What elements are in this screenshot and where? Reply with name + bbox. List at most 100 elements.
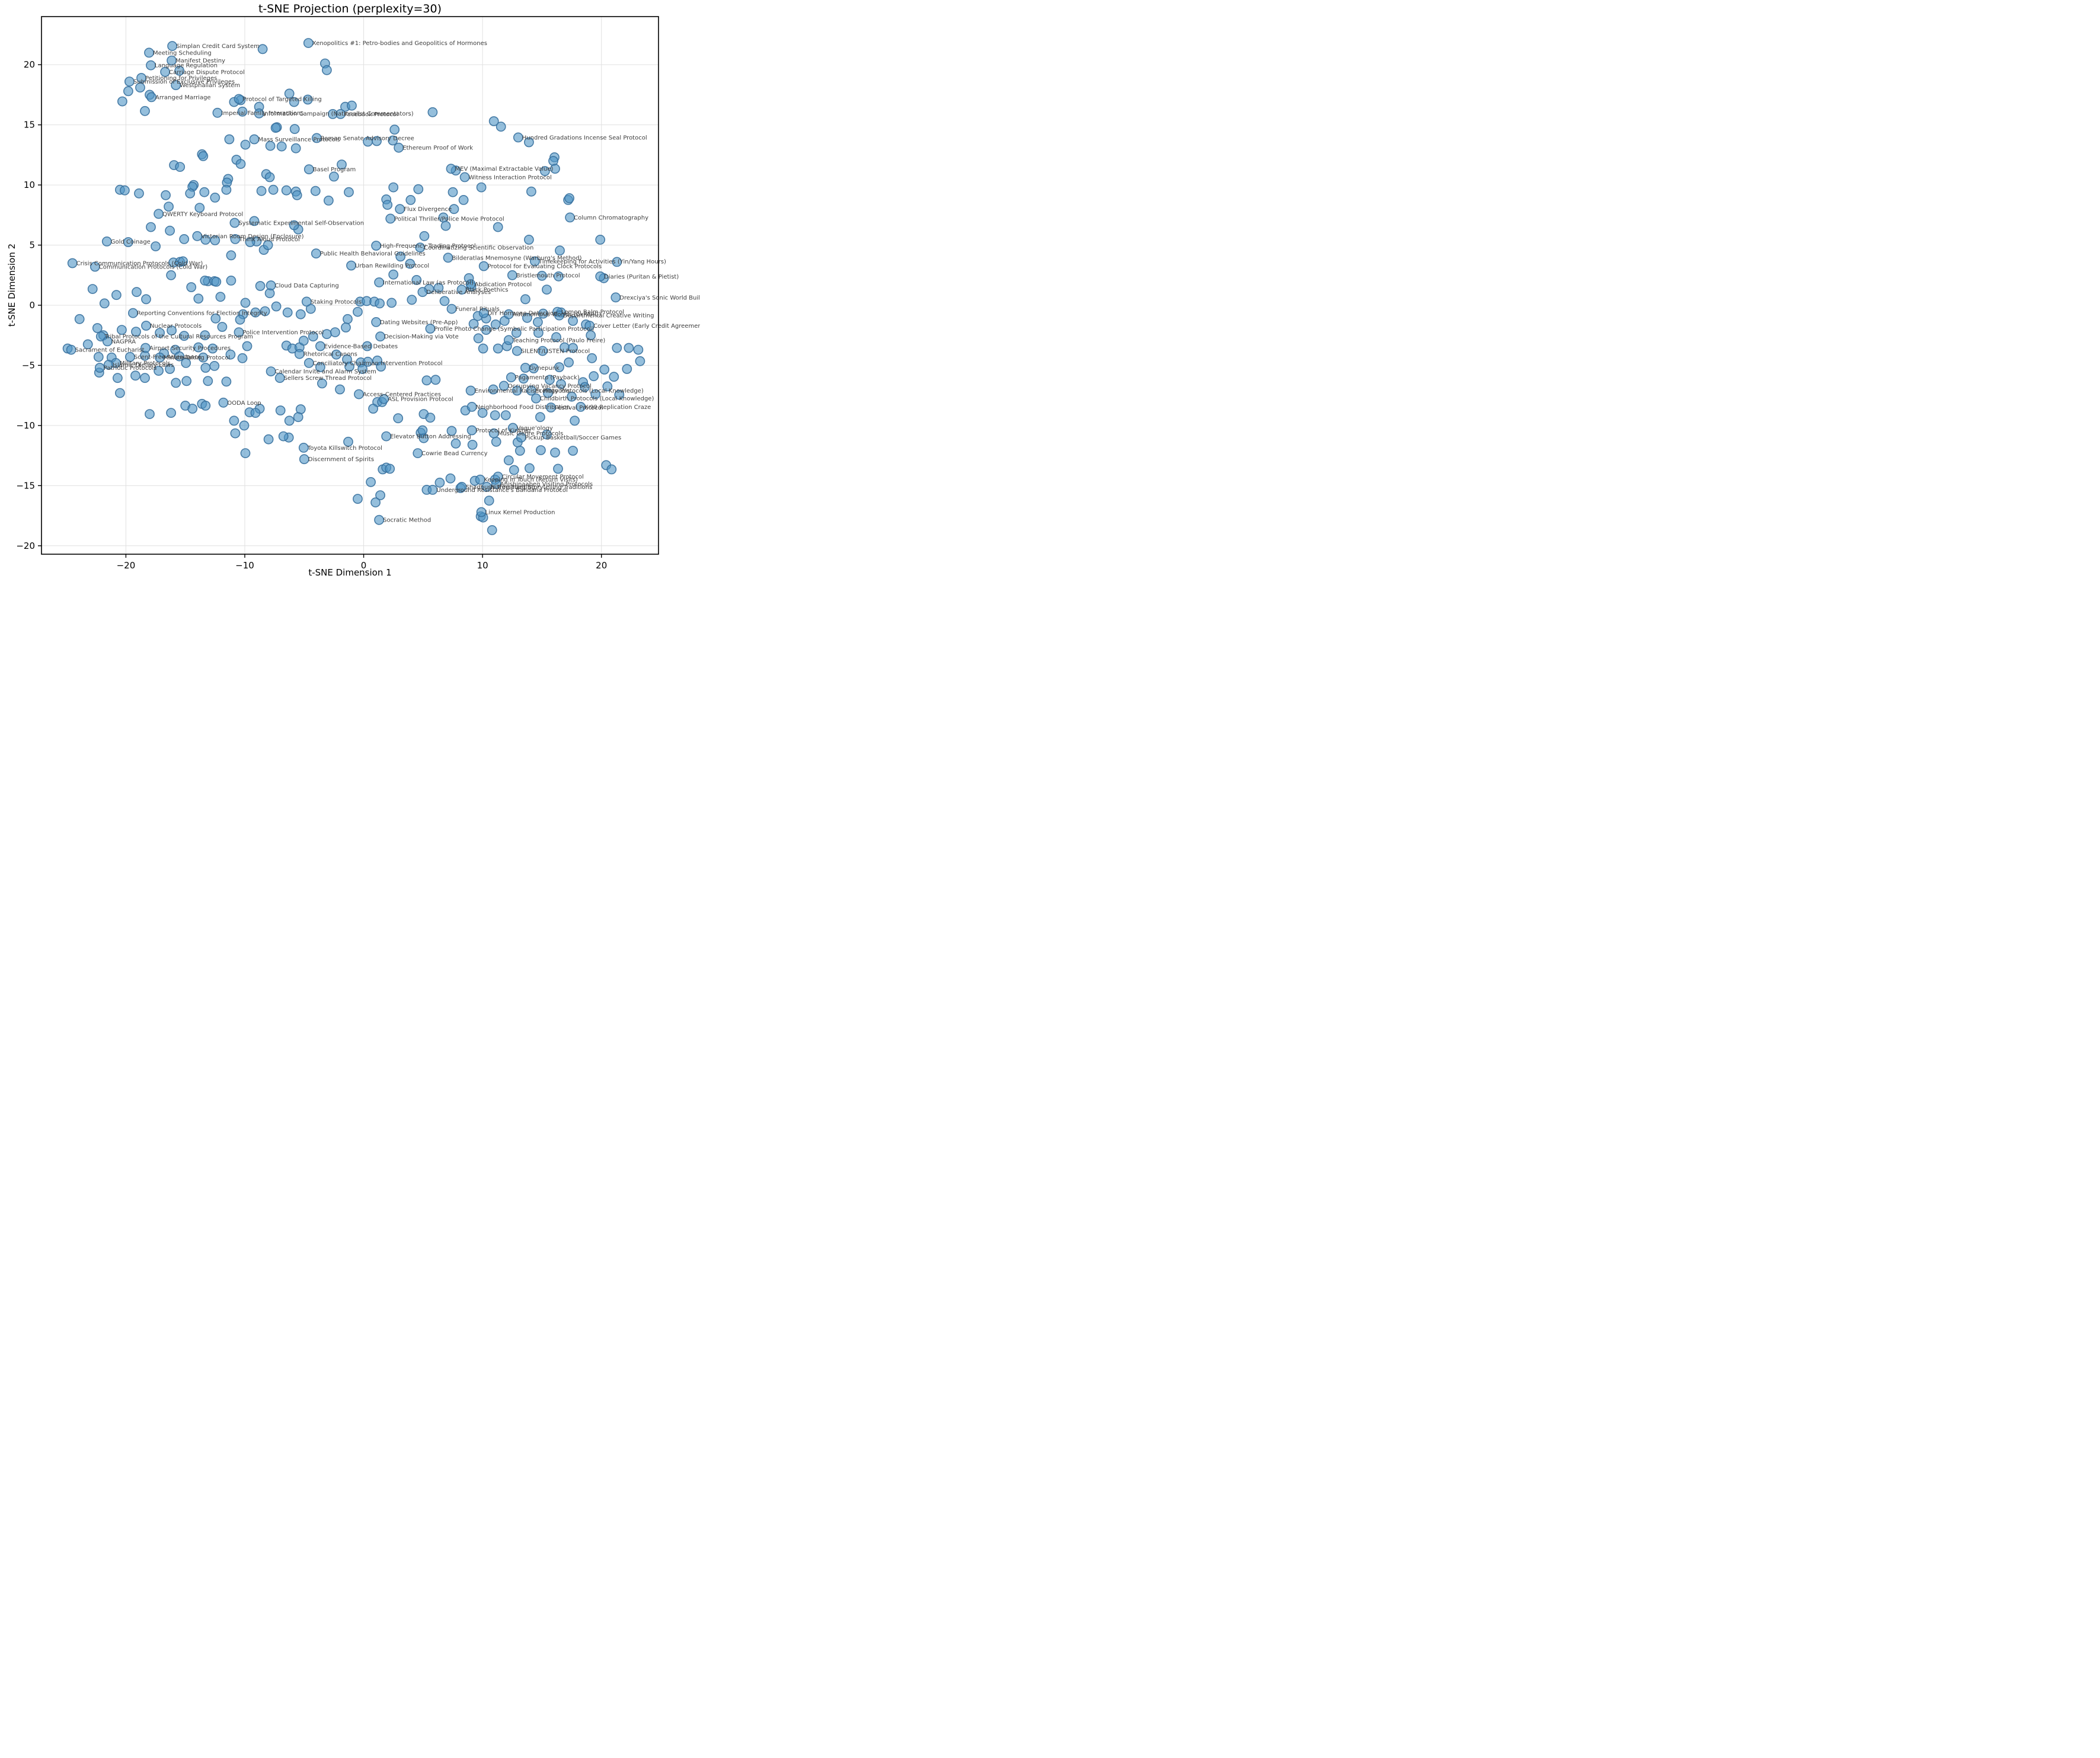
scatter-point-labeled	[475, 474, 485, 485]
point-label: Ethereum Proof of Work	[402, 145, 473, 152]
point-label: Departmental Creative Writing	[563, 313, 654, 319]
scatter-point	[554, 271, 564, 282]
scatter-point	[131, 327, 141, 337]
scatter-point-labeled	[375, 331, 385, 342]
scatter-point-labeled	[249, 134, 260, 145]
scatter-point	[393, 413, 404, 424]
scatter-point	[186, 282, 197, 292]
scatter-point-labeled	[171, 80, 181, 91]
scatter-point	[337, 159, 347, 170]
scatter-point	[388, 182, 399, 193]
point-label: Public Health Behavioral Guidelines	[320, 251, 426, 257]
point-label: Elevator Button Addressing	[390, 434, 471, 440]
scatter-point	[245, 237, 255, 247]
scatter-point-labeled	[127, 308, 138, 318]
scatter-point	[503, 455, 514, 466]
scatter-point	[536, 445, 546, 455]
scatter-point-labeled	[212, 107, 223, 118]
scatter-point	[295, 309, 306, 319]
scatter-point-labeled	[512, 346, 522, 356]
point-label: Funeral Rituals	[456, 306, 500, 313]
scatter-point	[179, 331, 190, 341]
scatter-point	[568, 446, 578, 456]
point-label: Simplan Credit Card System	[176, 43, 260, 50]
scatter-point	[344, 187, 354, 197]
scatter-point-labeled	[254, 108, 264, 119]
point-label: Pagamento (Payback)	[515, 375, 580, 381]
scatter-point	[421, 375, 432, 386]
scatter-point	[210, 313, 221, 324]
scatter-point	[161, 190, 171, 200]
scatter-point-labeled	[371, 241, 381, 251]
scatter-point	[211, 276, 222, 287]
scatter-point	[302, 94, 313, 105]
y-tick-label: 10	[24, 180, 35, 190]
point-label: DIY Hormone Detection	[488, 311, 558, 317]
scatter-point-labeled	[315, 341, 325, 351]
scatter-point-labeled	[155, 352, 165, 363]
scatter-point	[315, 362, 325, 372]
scatter-point	[376, 362, 386, 372]
point-label: Deliberative Analyses	[426, 289, 491, 296]
scatter-point	[331, 349, 341, 360]
scatter-point-labeled	[303, 358, 314, 368]
scatter-point	[225, 349, 236, 360]
scatter-point	[614, 389, 625, 400]
scatter-point	[362, 341, 372, 351]
scatter-point-labeled	[506, 372, 516, 383]
scatter-point	[405, 194, 416, 205]
scatter-point	[210, 192, 220, 203]
scatter-point-labeled	[554, 310, 564, 321]
scatter-point	[568, 343, 578, 353]
y-tick-label: 15	[24, 120, 35, 130]
scatter-point	[417, 425, 428, 436]
scatter-point	[554, 362, 564, 372]
scatter-point	[382, 200, 393, 210]
scatter-point-labeled	[456, 285, 467, 295]
scatter-point-labeled	[274, 373, 285, 383]
scatter-point	[293, 412, 303, 423]
x-tick-label: −10	[235, 560, 254, 571]
point-label: Bristlemouth Protocol	[516, 273, 580, 279]
scatter-point	[82, 339, 93, 350]
point-label: Circular Movement Protocol	[502, 474, 584, 481]
point-label: Cowrie Bead Currency	[421, 450, 487, 457]
scatter-point-labeled	[488, 428, 499, 439]
scatter-point	[249, 216, 260, 226]
scatter-point-labeled	[266, 280, 276, 290]
scatter-point-labeled	[381, 431, 392, 442]
scatter-point-labeled	[498, 381, 509, 391]
scatter-point	[210, 235, 220, 245]
scatter-point	[265, 140, 276, 151]
scatter-point	[343, 436, 353, 447]
scatter-point-labeled	[354, 389, 364, 399]
scatter-point-labeled	[266, 366, 276, 376]
point-label: Urban Rewilding Protocol	[355, 263, 429, 270]
point-label: Cloud Data Capturing	[275, 283, 339, 289]
scatter-point	[200, 275, 210, 286]
scatter-point-labeled	[311, 133, 322, 143]
point-label: Language Regulation	[155, 63, 218, 69]
scatter-point-labeled	[124, 76, 135, 87]
scatter-point	[609, 372, 619, 382]
scatter-point-labeled	[417, 287, 428, 298]
scatter-point	[140, 106, 150, 116]
scatter-point	[587, 353, 597, 363]
scatter-point-labeled	[95, 331, 106, 342]
scatter-point-labeled	[374, 514, 384, 525]
scatter-point	[467, 440, 478, 450]
point-label: International Law (as Protocol)	[383, 280, 474, 286]
scatter-point	[344, 362, 354, 372]
scatter-point-labeled	[90, 261, 100, 272]
scatter-point	[130, 370, 140, 381]
scatter-point-labeled	[67, 258, 78, 269]
scatter-point	[123, 86, 133, 97]
point-label: Westphalian System	[180, 82, 240, 89]
scatter-point	[275, 405, 286, 415]
point-label: Timekeeping for Activities (Yin/Yang Hou…	[538, 258, 666, 265]
x-tick-label: 20	[596, 560, 607, 571]
scatter-point	[235, 314, 245, 325]
scatter-point	[363, 356, 373, 367]
scatter-point	[242, 341, 252, 351]
scatter-point	[165, 364, 175, 374]
